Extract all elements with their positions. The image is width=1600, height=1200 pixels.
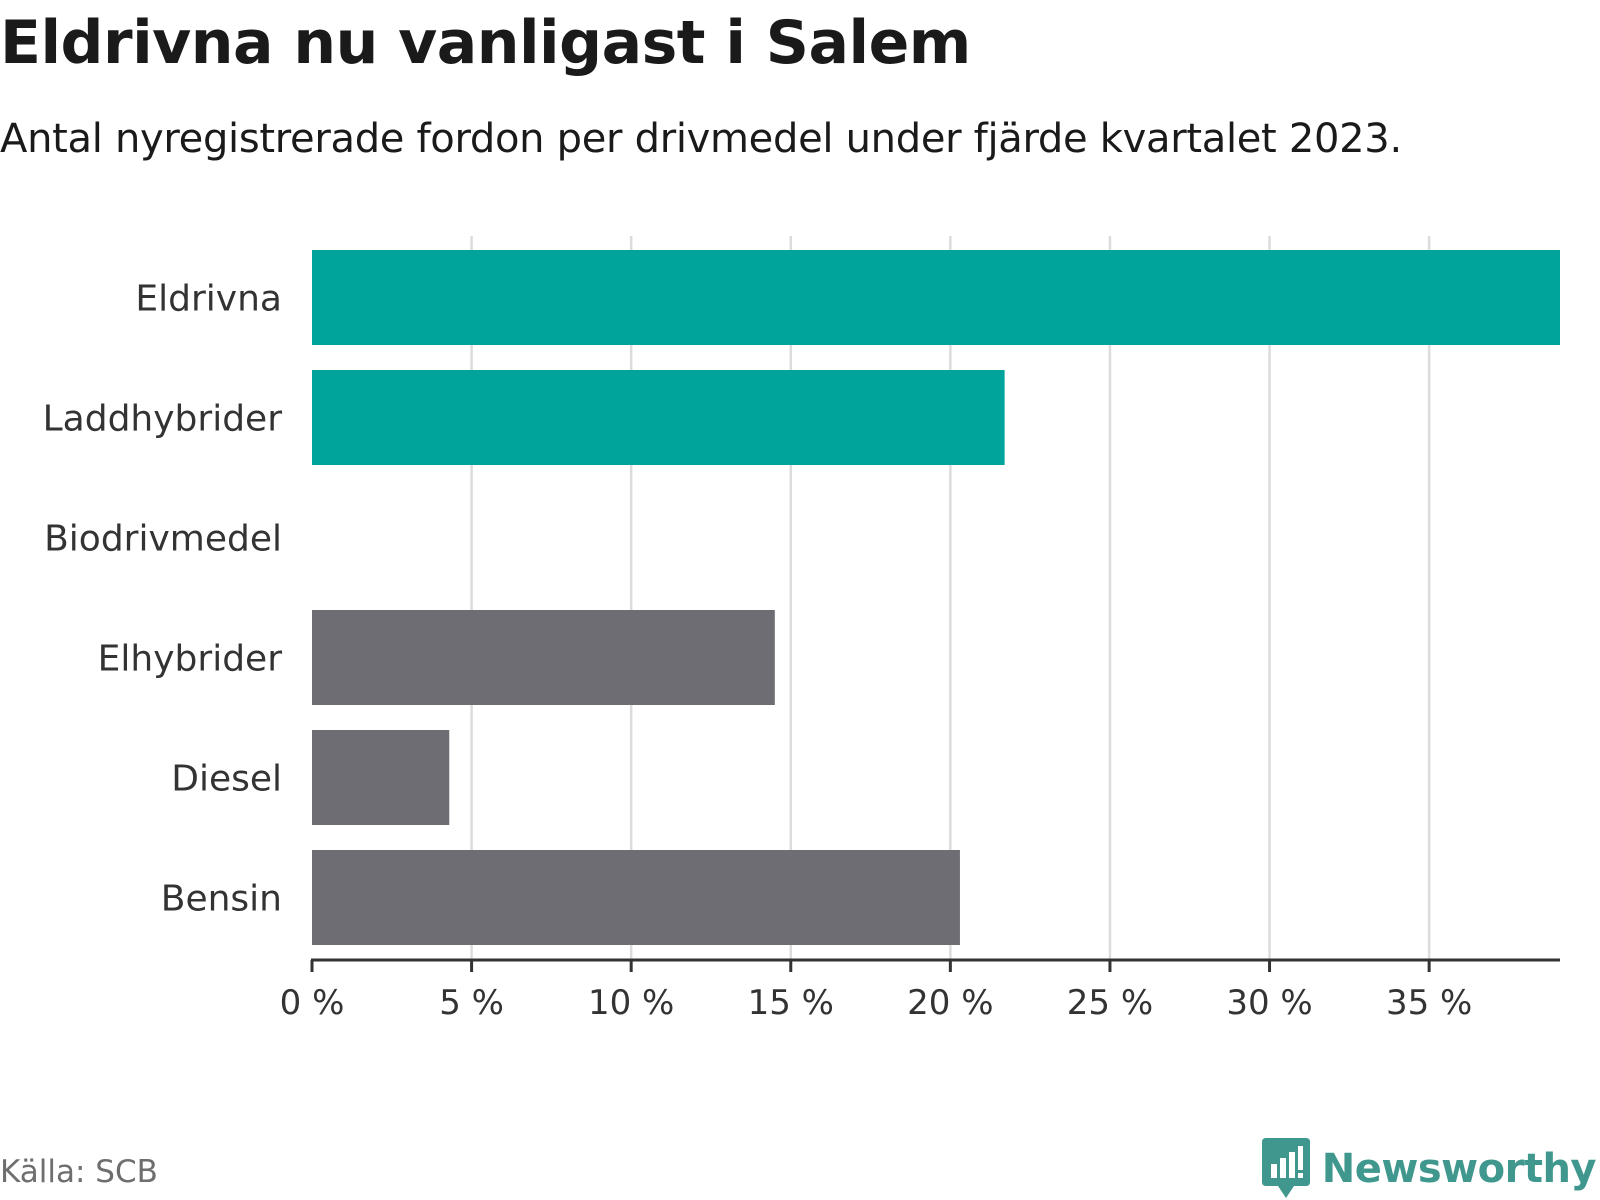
bar-bensin	[312, 850, 960, 945]
x-tick-label: 15 %	[748, 983, 834, 1023]
brand-logo: Newsworthy	[1261, 1138, 1597, 1200]
x-tick-label: 20 %	[907, 983, 993, 1023]
category-label: Diesel	[171, 759, 282, 800]
newsworthy-logo-icon	[1261, 1138, 1310, 1198]
bar-laddhybrider	[312, 370, 1005, 465]
bar-diesel	[312, 730, 450, 825]
category-label: Elhybrider	[98, 639, 283, 680]
x-tick-label: 10 %	[588, 983, 674, 1023]
x-tick-label: 30 %	[1226, 983, 1312, 1023]
bar-elhybrider	[312, 610, 775, 705]
bars	[312, 250, 1560, 945]
bar-eldrivna	[312, 250, 1560, 345]
source-note: Källa: SCB	[0, 1154, 158, 1190]
chart-title: Eldrivna nu vanligast i Salem	[0, 8, 971, 78]
category-label: Bensin	[161, 879, 282, 920]
x-axis: 0 % 5 % 10 % 15 % 20 % 25 % 30 % 35 %	[280, 958, 1560, 1023]
bar-chart: Eldrivna Laddhybrider Biodrivmedel Elhybrid…	[43, 236, 1560, 1023]
category-label: Biodrivmedel	[44, 519, 282, 560]
category-label: Laddhybrider	[43, 399, 283, 440]
brand-name: Newsworthy	[1321, 1146, 1597, 1192]
x-tick-label: 25 %	[1067, 983, 1153, 1023]
x-tick-label: 35 %	[1386, 983, 1472, 1023]
gridlines	[470, 236, 1431, 960]
x-tick-label: 0 %	[280, 983, 345, 1023]
category-labels: Eldrivna Laddhybrider Biodrivmedel Elhybrid…	[43, 279, 283, 920]
chart-subtitle: Antal nyregistrerade fordon per drivmede…	[0, 116, 1402, 162]
category-label: Eldrivna	[135, 279, 282, 320]
x-tick-label: 5 %	[439, 983, 504, 1023]
